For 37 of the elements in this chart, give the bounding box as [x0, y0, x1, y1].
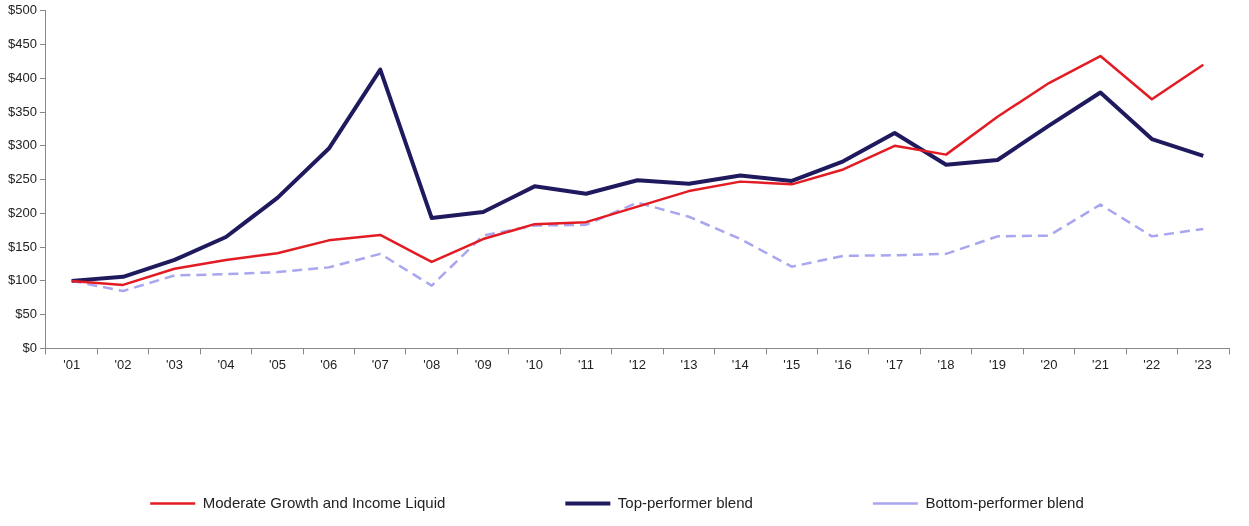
x-tick-label: '11	[578, 356, 595, 372]
x-tick-label: '17	[886, 356, 904, 372]
x-tick-label: '03	[166, 356, 183, 372]
y-tick-label: $450	[8, 36, 37, 52]
x-tick-label: '02	[114, 356, 132, 372]
y-tick-label: $150	[8, 238, 37, 254]
y-tick-label: $50	[15, 306, 37, 322]
x-tick-label: '10	[526, 356, 544, 372]
x-tick-label: '18	[937, 356, 955, 372]
y-tick-label: $200	[8, 204, 37, 220]
y-tick-label: $250	[8, 171, 37, 187]
y-tick-label: $0	[22, 339, 37, 355]
legend-label: Moderate Growth and Income Liquid	[202, 493, 446, 511]
x-tick-label: '16	[834, 356, 852, 372]
x-tick-label: '15	[783, 356, 801, 372]
x-tick-label: '12	[628, 356, 646, 372]
y-tick-label: $300	[8, 137, 37, 153]
x-tick-label: '19	[989, 356, 1006, 372]
y-tick-label: $100	[8, 272, 37, 288]
x-tick-label: '22	[1143, 356, 1161, 372]
y-tick-label: $400	[8, 69, 37, 85]
x-tick-label: '08	[423, 356, 441, 372]
x-tick-label: '01	[63, 356, 81, 372]
x-tick-label: '05	[268, 356, 286, 372]
legend-label: Top-performer blend	[617, 493, 753, 511]
x-tick-label: '21	[1091, 356, 1109, 372]
x-tick-label: '04	[217, 356, 235, 372]
x-tick-label: '20	[1040, 356, 1058, 372]
x-tick-label: '13	[680, 356, 698, 372]
legend-label: Bottom-performer blend	[925, 493, 1084, 511]
x-tick-label: '07	[371, 356, 389, 372]
x-tick-label: '09	[474, 356, 492, 372]
y-tick-label: $500	[8, 2, 37, 18]
x-tick-label: '23	[1194, 356, 1212, 372]
x-tick-label: '06	[320, 356, 338, 372]
x-tick-label: '14	[731, 356, 749, 372]
y-tick-label: $350	[8, 103, 37, 119]
